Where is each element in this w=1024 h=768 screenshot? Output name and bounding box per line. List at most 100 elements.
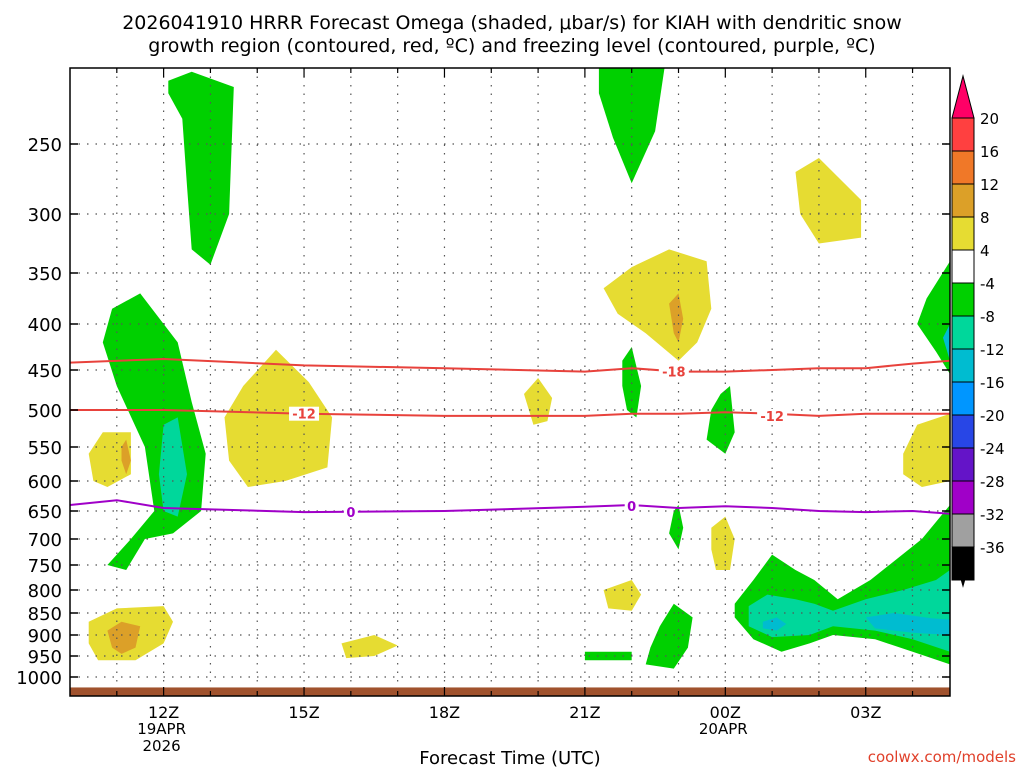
colorbar-box-2 xyxy=(951,150,975,185)
omega-region-3 xyxy=(917,261,950,374)
omega-region-25 xyxy=(121,439,131,475)
xtick-label-03Z: 03Z xyxy=(850,703,881,722)
x-axis-label: Forecast Time (UTC) xyxy=(419,748,600,768)
colorbar-label-8: -16 xyxy=(980,374,1005,392)
colorbar-top-arrow xyxy=(951,74,975,119)
title-line-2: growth region (contoured, red, ºC) and f… xyxy=(148,35,875,57)
colorbar-label-6: -8 xyxy=(980,308,995,326)
omega-region-11 xyxy=(748,570,950,652)
colorbar-box-8 xyxy=(951,348,975,383)
ytick-label-800: 800 xyxy=(28,581,62,602)
omega-region-8 xyxy=(584,651,632,661)
ytick-label-650: 650 xyxy=(28,502,62,523)
contour-labels: -18 -12 -12 0 0 xyxy=(289,364,788,521)
colorbar-box-7 xyxy=(951,315,975,350)
xtick-sublabel-19APR: 19APR xyxy=(137,720,186,738)
ytick-label-950: 950 xyxy=(28,647,62,668)
colorbar-label-2: 12 xyxy=(980,176,999,194)
colorbar-box-5 xyxy=(951,249,975,284)
xtick-label-12Z: 12Z xyxy=(148,703,179,722)
colorbar-label-7: -12 xyxy=(980,341,1005,359)
colorbar-box-1 xyxy=(951,117,975,152)
colorbar: 20 16 12 8 4 -4 -8 -12 -16 -20 -24 -28 -32 -36 xyxy=(951,74,1005,588)
colorbar-box-10 xyxy=(951,414,975,449)
chart-title: 2026041910 HRRR Forecast Omega (shaded, … xyxy=(122,12,902,57)
contour-label-1: -12 xyxy=(292,408,316,423)
ytick-label-350: 350 xyxy=(28,264,62,285)
xtick-label-21Z: 21Z xyxy=(569,703,600,722)
colorbar-box-6 xyxy=(951,282,975,317)
colorbar-label-4: 4 xyxy=(980,242,990,260)
ytick-label-750: 750 xyxy=(28,556,62,577)
colorbar-label-9: -20 xyxy=(980,407,1005,425)
omega-regions xyxy=(88,68,950,669)
colorbar-box-12 xyxy=(951,480,975,515)
omega-region-20 xyxy=(603,249,712,361)
ytick-label-300: 300 xyxy=(28,205,62,226)
ytick-label-500: 500 xyxy=(28,401,62,422)
colorbar-label-12: -32 xyxy=(980,506,1005,524)
watermark: coolwx.com/models xyxy=(868,748,1016,766)
colorbar-bottom-arrow xyxy=(951,546,975,588)
contour-label-bg-1 xyxy=(289,406,320,421)
colorbar-label-11: -28 xyxy=(980,473,1005,491)
contour-label-bg-4 xyxy=(624,499,639,514)
colorbar-box-3 xyxy=(951,183,975,218)
omega-region-15 xyxy=(88,432,131,487)
omega-region-4 xyxy=(622,347,642,418)
omega-region-16 xyxy=(224,349,333,487)
xtick-label-00Z: 00Z xyxy=(710,703,741,722)
freezing-level-line xyxy=(70,499,950,515)
xtick-sublabel-20APR: 20APR xyxy=(699,720,748,738)
ytick-label-700: 700 xyxy=(28,530,62,551)
plot-frame xyxy=(69,67,951,697)
omega-region-7 xyxy=(645,603,693,669)
dendritic-12-line xyxy=(70,409,950,417)
contour-label-0: -18 xyxy=(662,366,686,381)
contour-label-bg-3 xyxy=(343,505,358,520)
ytick-label-900: 900 xyxy=(28,626,62,647)
omega-region-13 xyxy=(865,613,950,635)
omega-region-1 xyxy=(598,68,665,184)
omega-region-6 xyxy=(669,505,684,550)
colorbar-label-10: -24 xyxy=(980,440,1005,458)
omega-region-21 xyxy=(795,158,862,244)
colorbar-label-13: -36 xyxy=(980,539,1005,557)
ytick-label-600: 600 xyxy=(28,472,62,493)
omega-region-27 xyxy=(669,293,684,343)
colorbar-box-4 xyxy=(951,216,975,251)
omega-region-2 xyxy=(102,293,206,570)
colorbar-label-0: 20 xyxy=(980,110,999,128)
omega-region-23 xyxy=(603,580,642,611)
omega-region-10 xyxy=(158,417,187,517)
colorbar-label-1: 16 xyxy=(980,143,999,161)
ytick-label-250: 250 xyxy=(28,135,62,156)
colorbar-box-13 xyxy=(951,513,975,548)
surface-band xyxy=(70,687,950,696)
omega-region-12 xyxy=(762,617,787,631)
ytick-label-850: 850 xyxy=(28,604,62,625)
ytick-label-400: 400 xyxy=(28,315,62,336)
colorbar-label-3: 8 xyxy=(980,209,990,227)
xtick-label-15Z: 15Z xyxy=(288,703,319,722)
omega-region-0 xyxy=(168,71,234,265)
xtick-label-18Z: 18Z xyxy=(429,703,460,722)
colorbar-label-5: -4 xyxy=(980,275,995,293)
y-axis: 2503003504004505005506006507007508008509… xyxy=(16,135,950,689)
contour-label-3: 0 xyxy=(346,506,355,521)
title-line-1: 2026041910 HRRR Forecast Omega (shaded, … xyxy=(122,12,902,34)
contour-label-4: 0 xyxy=(627,500,636,515)
omega-region-22 xyxy=(711,516,735,570)
omega-region-18 xyxy=(341,635,398,659)
gridlines xyxy=(70,68,950,682)
omega-region-24 xyxy=(903,413,950,487)
omega-region-26 xyxy=(107,621,141,654)
ytick-label-1000: 1000 xyxy=(16,668,62,689)
ytick-label-550: 550 xyxy=(28,438,62,459)
xtick-sublabel-2026: 2026 xyxy=(143,737,181,755)
contour-label-bg-0 xyxy=(658,364,689,379)
omega-region-19 xyxy=(524,378,553,425)
omega-region-5 xyxy=(706,386,735,454)
